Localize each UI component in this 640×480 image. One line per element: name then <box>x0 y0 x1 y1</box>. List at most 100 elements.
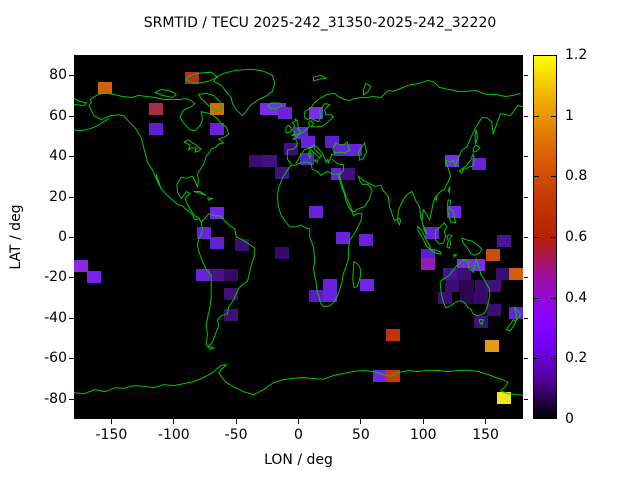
y-tick-mirror <box>524 317 528 319</box>
colorbar-tick-label: 0.8 <box>565 168 588 185</box>
x-tick-label: 100 <box>409 427 437 443</box>
coastline-java <box>429 249 442 255</box>
x-tick <box>298 419 299 424</box>
y-tick <box>69 196 74 198</box>
colorbar-tick <box>551 237 556 238</box>
data-point <box>275 166 290 179</box>
colorbar-tick <box>551 115 556 117</box>
y-tick-label: 40 <box>49 148 67 165</box>
data-point <box>322 278 337 291</box>
coastline-italy <box>308 146 323 160</box>
coastline-baja <box>155 174 162 190</box>
coastline-madagascar <box>352 260 362 289</box>
data-point <box>460 279 475 292</box>
data-point <box>263 154 278 167</box>
data-point <box>210 237 225 250</box>
x-tick-label: -50 <box>224 427 248 443</box>
y-tick <box>69 317 74 319</box>
y-tick-label: 20 <box>49 188 67 205</box>
coastline-black-sea <box>332 141 351 154</box>
data-point <box>335 232 350 244</box>
y-tick <box>69 277 74 279</box>
data-point <box>445 279 460 292</box>
y-tick-mirror <box>524 358 528 360</box>
data-point <box>420 258 435 271</box>
y-tick-label: 60 <box>49 107 67 124</box>
x-tick <box>485 419 487 424</box>
coastline-caspian <box>357 141 368 161</box>
coastline-sulawesi <box>446 234 453 249</box>
coastline-europe-west <box>286 92 339 165</box>
coastline-nz-south <box>505 319 517 332</box>
data-point <box>249 154 264 167</box>
coastline-svalbard <box>313 74 328 82</box>
data-point <box>341 168 356 181</box>
y-tick-mirror <box>524 398 528 400</box>
y-tick-label: -80 <box>44 390 67 407</box>
colorbar-tick-label: 1.2 <box>565 47 588 63</box>
y-tick-mirror <box>524 75 528 77</box>
coastline-tasmania <box>478 319 484 326</box>
x-tick <box>360 419 362 424</box>
coastline-sakhalin <box>474 129 479 145</box>
coastline-eurasia-arctic <box>338 79 521 102</box>
data-point <box>196 269 211 282</box>
coastline-baffin <box>197 92 224 113</box>
coastline-timor <box>452 253 458 258</box>
x-tick-label: 50 <box>351 427 370 443</box>
data-point <box>497 235 512 248</box>
data-point <box>359 234 374 247</box>
y-axis-label: LAT / deg <box>8 204 24 270</box>
x-tick-label: 0 <box>294 427 303 443</box>
coastline-uk <box>291 118 301 137</box>
y-tick <box>69 156 74 158</box>
x-tick <box>422 419 424 424</box>
x-tick <box>235 419 237 424</box>
colorbar-tick <box>551 358 556 360</box>
y-tick <box>69 358 74 360</box>
colorbar-tick <box>534 297 539 299</box>
y-tick-mirror <box>524 196 528 198</box>
colorbar-tick <box>534 237 539 238</box>
y-tick-label: 80 <box>49 67 67 84</box>
data-point <box>457 268 472 281</box>
data-point <box>508 268 523 281</box>
data-point <box>275 246 290 259</box>
data-point <box>223 288 238 301</box>
data-point <box>474 291 489 304</box>
coastline-north-america <box>88 92 230 223</box>
coastline-turkey-levant <box>331 158 344 175</box>
coastline-borneo <box>434 221 448 245</box>
data-point <box>484 340 499 353</box>
coastline-iceland <box>267 102 283 110</box>
coastline-sardinia <box>308 149 312 159</box>
colorbar-tick <box>551 297 556 299</box>
data-point <box>460 292 475 305</box>
colorbar-tick-label: 0 <box>565 411 574 427</box>
coastline-great-lakes <box>183 139 203 153</box>
coastline-sri-lanka <box>397 217 402 227</box>
data-point <box>322 289 337 302</box>
coastline-philippines <box>446 199 457 224</box>
y-tick-label: -20 <box>44 269 67 286</box>
colorbar-tick <box>534 358 539 360</box>
data-point <box>360 278 375 291</box>
coastline-taiwan <box>447 186 451 195</box>
coastline-japan-honshu <box>458 152 475 174</box>
data-point <box>495 268 510 281</box>
x-tick <box>110 419 112 424</box>
data-point <box>421 248 436 261</box>
coastline-africa <box>276 161 363 308</box>
coastline-east-asia <box>338 105 523 235</box>
data-point <box>486 248 501 261</box>
data-point <box>308 107 323 120</box>
coastline-aleutians <box>74 118 110 132</box>
data-point <box>209 123 224 136</box>
y-tick-mirror <box>524 237 528 238</box>
coastline-ellesmere <box>185 71 219 84</box>
colorbar-tick-label: 0.4 <box>565 289 588 306</box>
y-tick-mirror <box>524 156 528 158</box>
data-point <box>149 123 164 136</box>
coastline-novaya-zemlya <box>362 82 372 96</box>
colorbar-tick <box>534 176 539 178</box>
